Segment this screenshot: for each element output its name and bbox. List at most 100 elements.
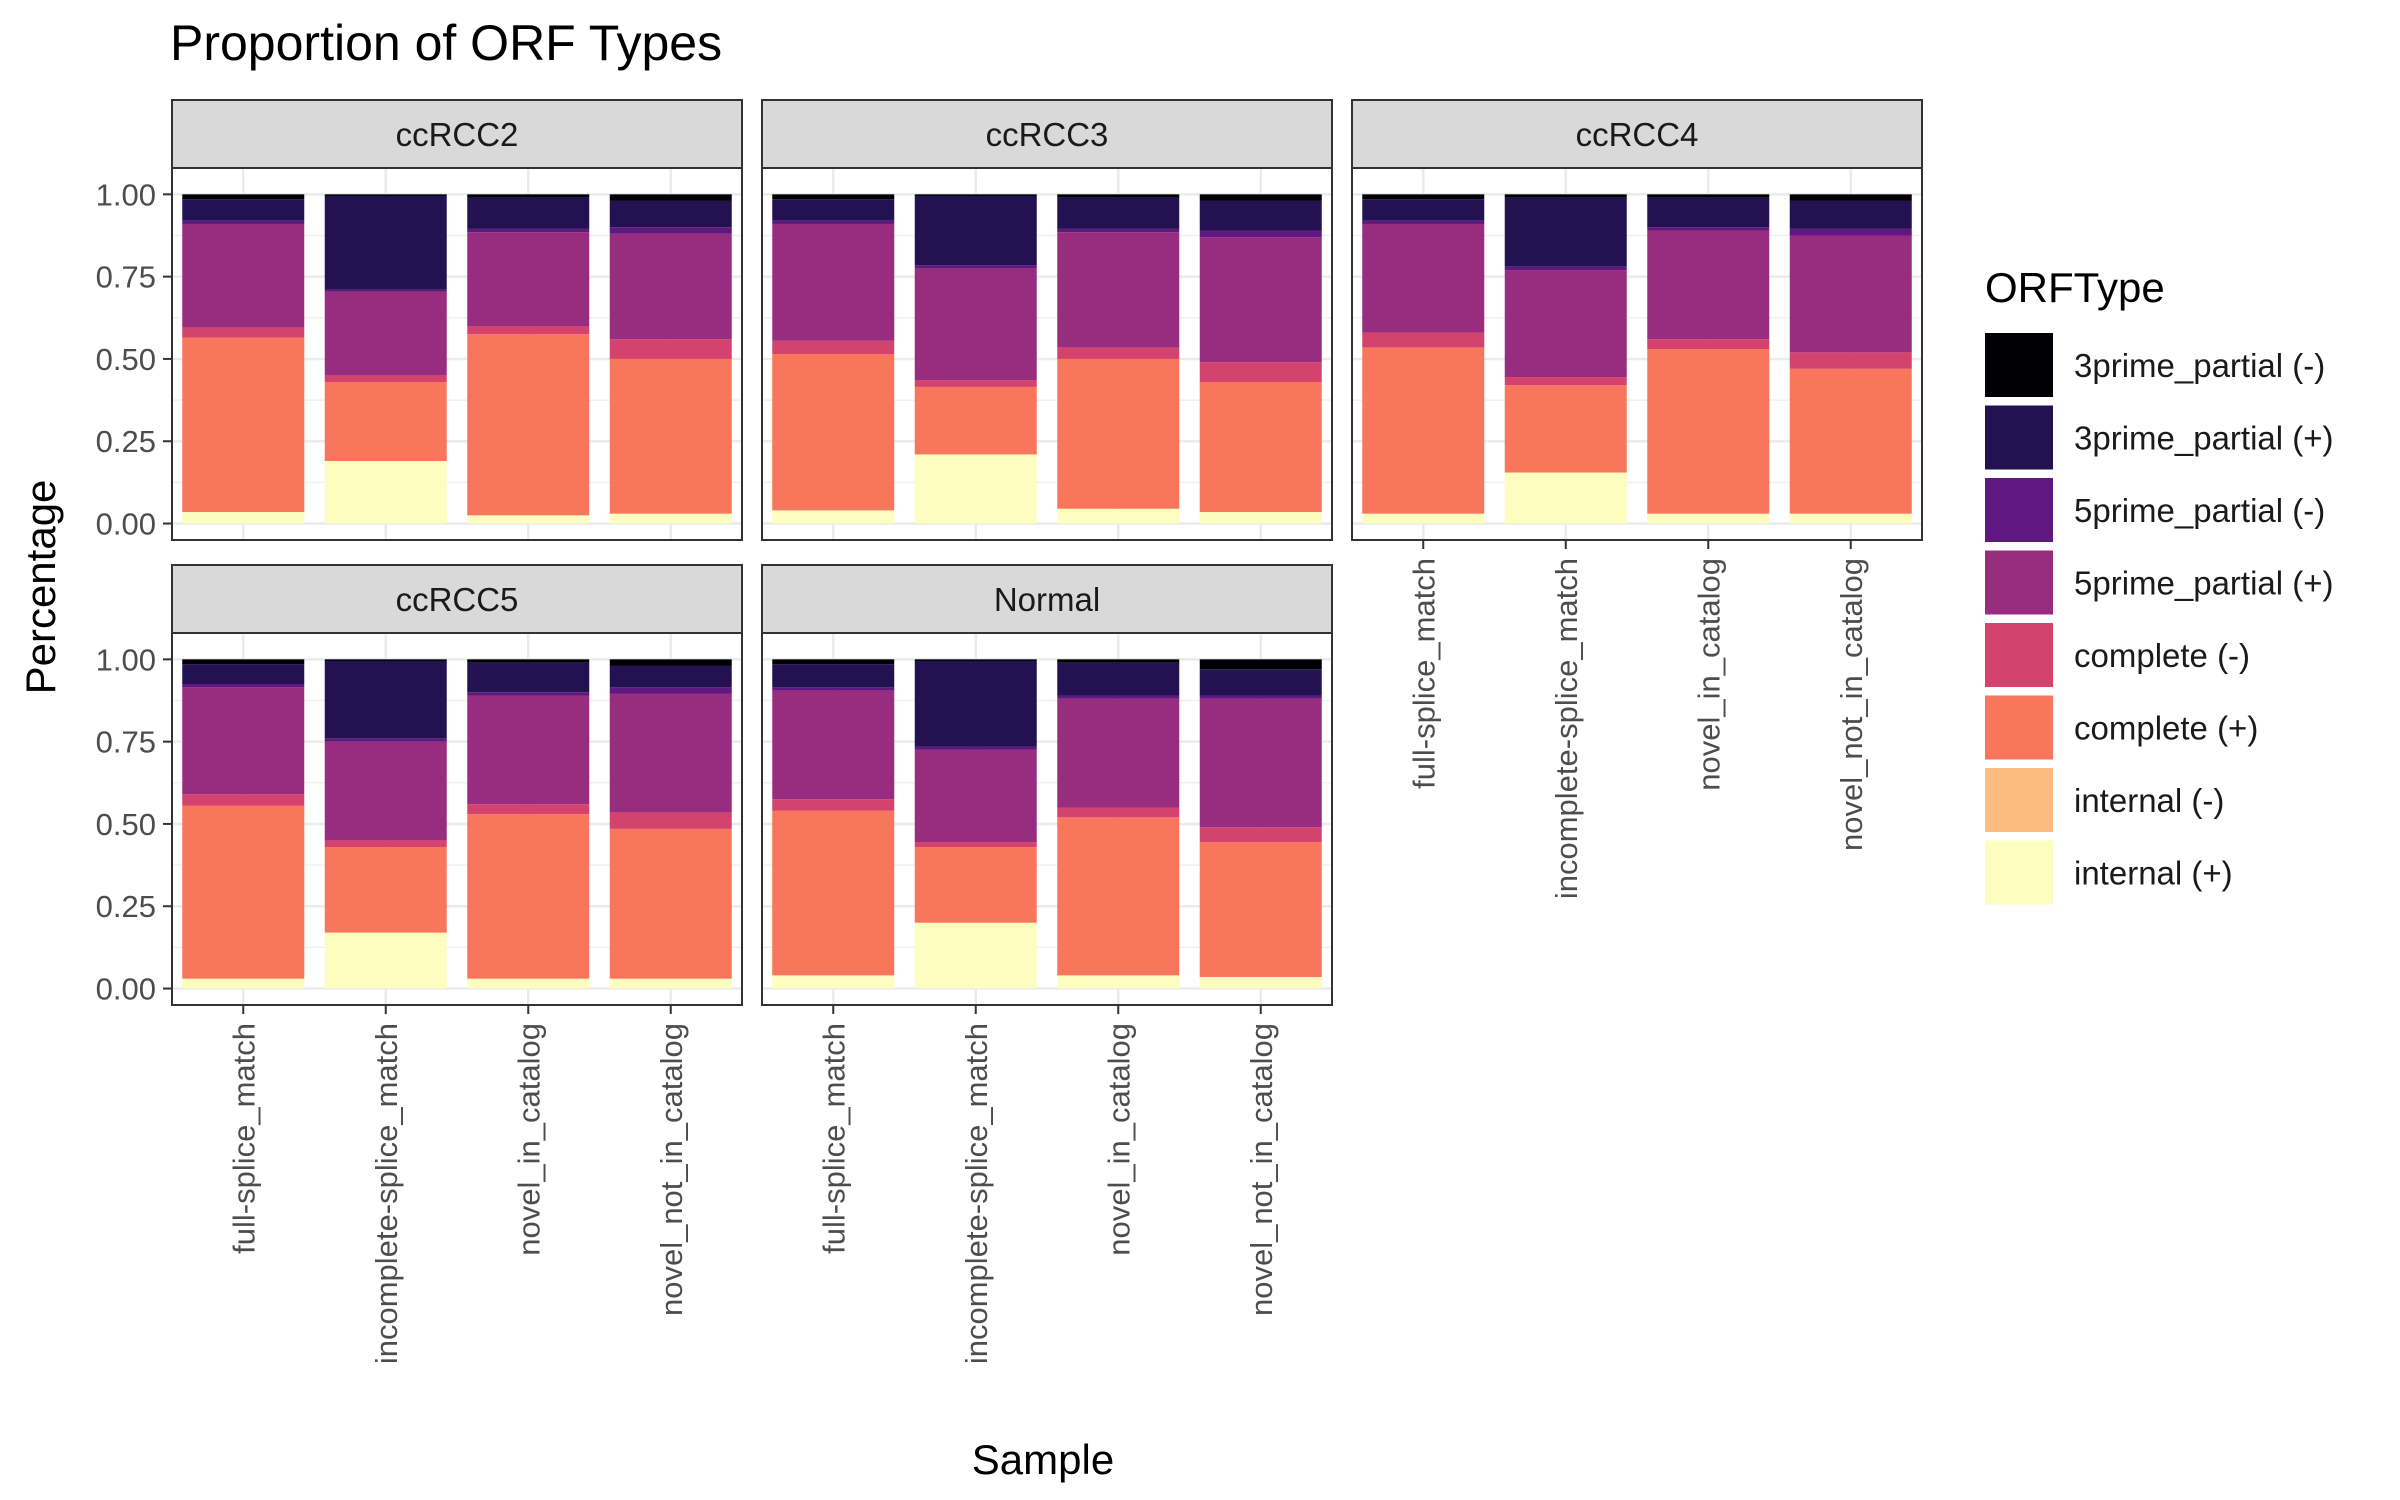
- bar-segment-Normal-full-splice_match-complete (-): [772, 799, 895, 811]
- bar-segment-ccRCC2-novel_in_catalog-3prime_partial (+): [467, 197, 590, 229]
- y-tick-label: 0.25: [96, 889, 156, 924]
- x-tick-label: incomplete-splice_match: [369, 1023, 404, 1364]
- legend-entry: complete (+): [1985, 695, 2258, 760]
- bar-segment-ccRCC4-incomplete-splice_match-5prime_partial (-): [1504, 266, 1627, 271]
- bar-segment-ccRCC2-novel_not_in_catalog-3prime_partial (-): [609, 194, 732, 201]
- bar-segment-ccRCC2-novel_not_in_catalog-complete (-): [609, 339, 732, 359]
- bar-segment-ccRCC3-novel_in_catalog-internal (+): [1057, 508, 1180, 524]
- bar-segment-Normal-incomplete-splice_match-3prime_partial (+): [914, 660, 1037, 747]
- bar-segment-ccRCC3-incomplete-splice_match-internal (+): [914, 454, 1037, 524]
- bar-segment-ccRCC4-incomplete-splice_match-complete (-): [1504, 377, 1627, 386]
- bar-segment-ccRCC2-incomplete-splice_match-3prime_partial (-): [324, 194, 447, 196]
- legend-key: [1985, 333, 2053, 397]
- bar-segment-ccRCC5-novel_not_in_catalog-complete (-): [609, 812, 732, 829]
- legend-label: complete (-): [2074, 637, 2250, 674]
- bar-segment-ccRCC3-incomplete-splice_match-complete (-): [914, 380, 1037, 387]
- y-tick-label: 0.50: [96, 807, 156, 842]
- x-tick-label: incomplete-splice_match: [959, 1023, 994, 1364]
- x-tick-label: novel_not_in_catalog: [1834, 558, 1869, 851]
- x-tick-label: full-splice_match: [816, 1023, 851, 1254]
- bar-segment-ccRCC4-novel_not_in_catalog-5prime_partial (-): [1789, 228, 1912, 236]
- bar-segment-ccRCC3-novel_in_catalog-3prime_partial (+): [1057, 197, 1180, 229]
- y-tick-label: 0.00: [96, 972, 156, 1007]
- legend-key: [1985, 478, 2053, 542]
- bar-segment-Normal-incomplete-splice_match-internal (+): [914, 922, 1037, 989]
- x-tick-label: novel_not_in_catalog: [1244, 1023, 1279, 1316]
- bar-segment-ccRCC5-incomplete-splice_match-3prime_partial (-): [324, 659, 447, 661]
- bar-segment-ccRCC2-incomplete-splice_match-5prime_partial (+): [324, 291, 447, 376]
- bar-segment-ccRCC4-novel_in_catalog-3prime_partial (-): [1647, 194, 1770, 198]
- bar-segment-ccRCC5-full-splice_match-complete (+): [182, 805, 305, 979]
- legend-key: [1985, 840, 2053, 905]
- bar-segment-Normal-incomplete-splice_match-complete (+): [914, 846, 1037, 923]
- bar-segment-ccRCC5-novel_not_in_catalog-complete (+): [609, 828, 732, 979]
- bar-segment-ccRCC4-incomplete-splice_match-5prime_partial (+): [1504, 270, 1627, 378]
- bar-segment-Normal-novel_in_catalog-5prime_partial (+): [1057, 698, 1180, 808]
- bar-segment-ccRCC4-novel_not_in_catalog-3prime_partial (+): [1789, 200, 1912, 229]
- bar-segment-ccRCC5-novel_in_catalog-3prime_partial (-): [467, 659, 590, 663]
- legend-label: internal (-): [2074, 782, 2224, 819]
- strip-label: ccRCC4: [1576, 116, 1699, 153]
- bar-segment-ccRCC4-novel_not_in_catalog-complete (-): [1789, 352, 1912, 369]
- bar-segment-ccRCC4-incomplete-splice_match-internal (+): [1504, 472, 1627, 524]
- strip-label: ccRCC3: [986, 116, 1109, 153]
- bar-segment-ccRCC2-novel_in_catalog-5prime_partial (-): [467, 228, 590, 233]
- bar-segment-ccRCC2-novel_not_in_catalog-5prime_partial (-): [609, 227, 732, 234]
- x-tick-label: novel_in_catalog: [511, 1023, 546, 1256]
- y-tick-label: 1.00: [96, 642, 156, 677]
- bar-segment-ccRCC2-full-splice_match-internal (+): [182, 512, 305, 524]
- bar-segment-ccRCC2-full-splice_match-5prime_partial (+): [182, 223, 305, 328]
- bar-segment-Normal-novel_not_in_catalog-3prime_partial (-): [1199, 659, 1322, 670]
- bar-segment-ccRCC2-full-splice_match-complete (-): [182, 327, 305, 338]
- bar-segment-ccRCC5-full-splice_match-3prime_partial (+): [182, 664, 305, 685]
- bar-segment-Normal-novel_in_catalog-3prime_partial (-): [1057, 659, 1180, 663]
- bar-segment-ccRCC2-novel_not_in_catalog-5prime_partial (+): [609, 233, 732, 340]
- bar-segment-ccRCC5-novel_not_in_catalog-3prime_partial (+): [609, 665, 732, 688]
- bar-segment-ccRCC2-novel_in_catalog-internal (+): [467, 515, 590, 524]
- x-tick-label: novel_not_in_catalog: [654, 1023, 689, 1316]
- bar-segment-ccRCC5-full-splice_match-5prime_partial (-): [182, 684, 305, 688]
- y-tick-label: 1.00: [96, 177, 156, 212]
- chart-title: Proportion of ORF Types: [170, 15, 722, 71]
- bar-segment-ccRCC3-novel_not_in_catalog-internal (+): [1199, 512, 1322, 524]
- panel-Normal: Normal full-splice_match incomplete-splice…: [761, 564, 1333, 1364]
- bar-segment-ccRCC4-novel_in_catalog-complete (-): [1647, 339, 1770, 350]
- bar-segment-ccRCC3-full-splice_match-5prime_partial (-): [772, 220, 895, 224]
- legend-label: 5prime_partial (+): [2074, 565, 2334, 602]
- x-axis-title: Sample: [972, 1436, 1114, 1483]
- bar-segment-ccRCC5-novel_not_in_catalog-5prime_partial (-): [609, 687, 732, 694]
- bar-segment-ccRCC4-novel_in_catalog-3prime_partial (+): [1647, 197, 1770, 228]
- bar-segment-ccRCC2-novel_in_catalog-3prime_partial (-): [467, 194, 590, 198]
- bar-segment-ccRCC5-novel_in_catalog-3prime_partial (+): [467, 662, 590, 693]
- bar-segment-ccRCC2-incomplete-splice_match-complete (+): [324, 381, 447, 461]
- bar-segment-ccRCC4-full-splice_match-complete (+): [1362, 347, 1485, 514]
- panel-ccRCC2: ccRCC2 0.00 0.25 0.50 0.75 1.00: [96, 99, 743, 542]
- legend-entry: 3prime_partial (-): [1985, 333, 2325, 397]
- legend-entry: 5prime_partial (+): [1985, 550, 2334, 615]
- bar-segment-ccRCC5-incomplete-splice_match-3prime_partial (+): [324, 660, 447, 739]
- bar-segment-ccRCC3-novel_not_in_catalog-complete (-): [1199, 362, 1322, 382]
- bar-segment-ccRCC3-novel_not_in_catalog-5prime_partial (+): [1199, 237, 1322, 363]
- legend-label: 3prime_partial (+): [2074, 420, 2334, 457]
- bar-segment-ccRCC5-novel_not_in_catalog-3prime_partial (-): [609, 659, 732, 666]
- legend-label: internal (+): [2074, 855, 2233, 892]
- bar-segment-ccRCC5-novel_not_in_catalog-internal (+): [609, 978, 732, 989]
- strip-label: ccRCC2: [396, 116, 519, 153]
- bar-segment-ccRCC5-novel_in_catalog-complete (+): [467, 814, 590, 979]
- bar-segment-ccRCC4-novel_not_in_catalog-internal (+): [1789, 513, 1912, 524]
- legend-label: 5prime_partial (-): [2074, 492, 2325, 529]
- bar-segment-ccRCC3-incomplete-splice_match-3prime_partial (+): [914, 195, 1037, 266]
- strip-background: [171, 99, 743, 169]
- y-tick-label: 0.00: [96, 507, 156, 542]
- bar-segment-Normal-full-splice_match-5prime_partial (+): [772, 690, 895, 800]
- bar-segment-ccRCC5-incomplete-splice_match-5prime_partial (+): [324, 741, 447, 841]
- bar-segment-ccRCC2-full-splice_match-complete (+): [182, 337, 305, 513]
- bar-segment-ccRCC2-full-splice_match-5prime_partial (-): [182, 220, 305, 224]
- strip-background: [761, 564, 1333, 634]
- bar-segment-ccRCC2-novel_in_catalog-complete (+): [467, 334, 590, 516]
- bar-segment-ccRCC5-incomplete-splice_match-complete (+): [324, 846, 447, 933]
- bar-segment-Normal-novel_in_catalog-complete (-): [1057, 807, 1180, 818]
- bar-segment-ccRCC5-full-splice_match-5prime_partial (+): [182, 687, 305, 795]
- y-tick-label: 0.25: [96, 424, 156, 459]
- bar-segment-Normal-novel_in_catalog-5prime_partial (-): [1057, 695, 1180, 699]
